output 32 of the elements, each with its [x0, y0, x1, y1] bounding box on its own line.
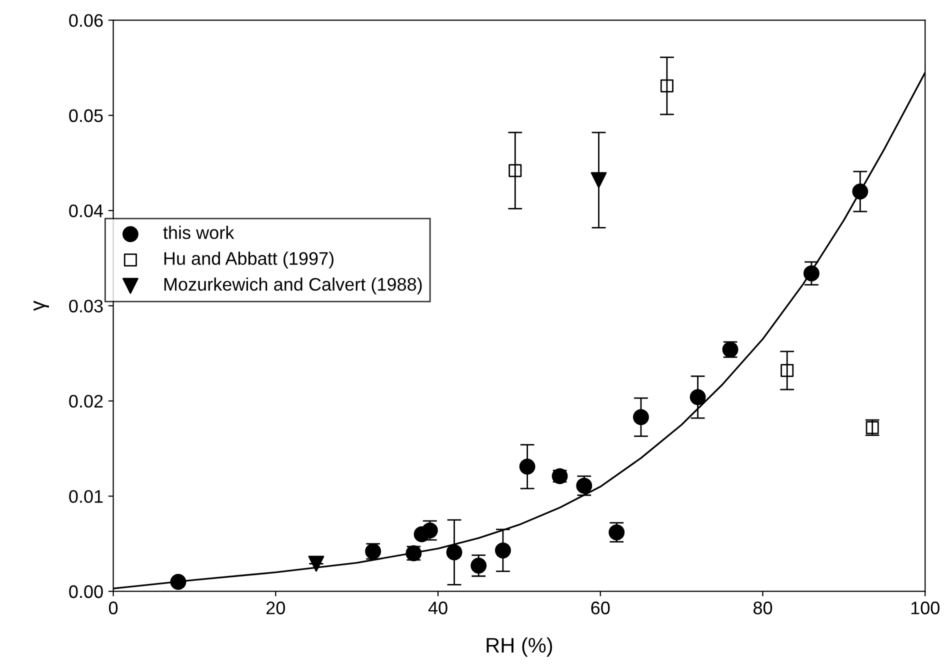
y-tick-label: 0.00 [69, 585, 103, 598]
legend-label: Mozurkewich and Calvert (1988) [164, 278, 422, 294]
point [470, 558, 487, 574]
y-tick-label: 0.06 [69, 14, 103, 27]
legend-label: this work [163, 226, 234, 240]
point [308, 556, 324, 572]
point [519, 458, 536, 475]
y-tick-label: 0.04 [69, 204, 104, 218]
y-tick-label: 0.05 [69, 109, 103, 122]
point [633, 409, 649, 426]
x-tick-label: 0 [108, 602, 118, 614]
point [660, 79, 674, 92]
point [852, 184, 868, 200]
x-tick-label: 20 [266, 602, 285, 614]
x-axis-title: RH (%) [486, 637, 552, 657]
x-tick-label: 60 [591, 602, 610, 614]
point [690, 389, 706, 406]
point [170, 574, 186, 590]
legend-label: Hu and Abbatt (1997) [164, 252, 334, 268]
x-tick-label: 100 [911, 602, 940, 614]
x-tick-label: 40 [428, 602, 448, 614]
point [508, 164, 522, 178]
point [446, 544, 462, 560]
x-tick-label: 80 [753, 602, 772, 614]
y-tick-label: 0.01 [69, 490, 103, 503]
point [590, 172, 607, 188]
point [780, 364, 794, 377]
point [494, 542, 511, 558]
point [803, 265, 820, 282]
y-tick-label: 0.03 [69, 300, 103, 312]
y-tick-label: 0.02 [69, 394, 103, 408]
y-axis-title: γ [34, 300, 49, 311]
